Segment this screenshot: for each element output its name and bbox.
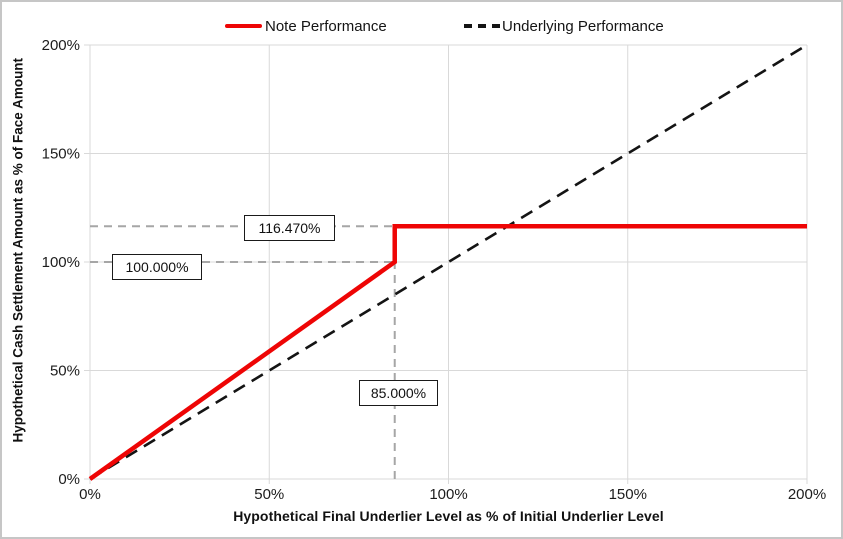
x-tick-label: 200% [788, 486, 826, 503]
x-tick-label: 0% [79, 486, 101, 503]
underlying-dashed-swatch-icon [464, 24, 500, 28]
barrier-level-callout: 85.000% [359, 380, 438, 406]
x-axis-title: Hypothetical Final Underlier Level as % … [233, 508, 664, 524]
par-level-callout: 100.000% [112, 254, 202, 280]
y-tick-label: 0% [58, 471, 80, 488]
cap-level-callout: 116.470% [244, 215, 335, 241]
y-tick-label: 150% [42, 146, 80, 163]
legend-label: Note Performance [265, 17, 387, 35]
x-tick-label: 100% [429, 486, 467, 503]
series-underlying-performance [89, 43, 808, 481]
y-axis-title: Hypothetical Cash Settlement Amount as %… [10, 57, 26, 443]
y-tick-label: 200% [42, 37, 80, 54]
legend-item-underlying-performance: Underlying Performance [464, 14, 664, 38]
series-note-performance [88, 224, 807, 481]
legend-item-note-performance: Note Performance [225, 14, 387, 38]
chart-legend: Note Performance Underlying Performance [2, 14, 841, 38]
x-tick-label: 50% [254, 486, 284, 503]
legend-label: Underlying Performance [502, 17, 664, 35]
y-tick-label: 100% [42, 254, 80, 271]
y-tick-label: 50% [50, 363, 80, 380]
note-line-swatch-icon [225, 23, 262, 29]
x-tick-label: 150% [609, 486, 647, 503]
